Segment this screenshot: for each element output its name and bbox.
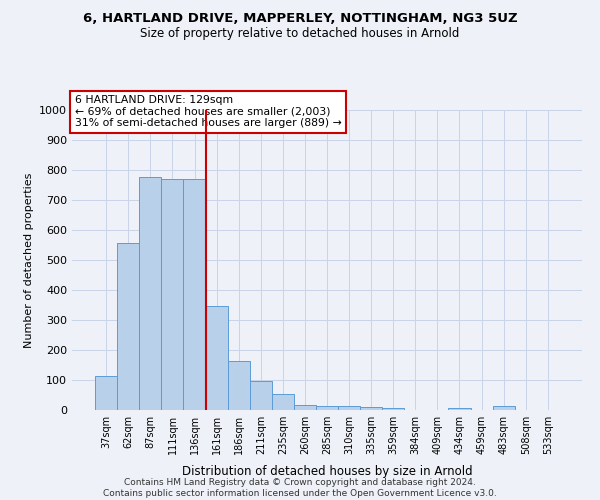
Bar	[184, 180, 206, 410]
Bar	[227, 361, 250, 410]
Text: Size of property relative to detached houses in Arnold: Size of property relative to detached ho…	[140, 28, 460, 40]
Bar	[117, 243, 139, 410]
Text: Contains HM Land Registry data © Crown copyright and database right 2024.
Contai: Contains HM Land Registry data © Crown c…	[103, 478, 497, 498]
Bar	[206, 306, 227, 410]
X-axis label: Distribution of detached houses by size in Arnold: Distribution of detached houses by size …	[182, 466, 472, 478]
Bar	[250, 381, 272, 410]
Bar	[316, 406, 338, 410]
Bar	[448, 408, 470, 410]
Bar	[382, 408, 404, 410]
Bar	[360, 408, 382, 410]
Bar	[161, 179, 184, 410]
Bar	[493, 406, 515, 410]
Bar	[294, 404, 316, 410]
Bar	[272, 394, 294, 410]
Text: 6, HARTLAND DRIVE, MAPPERLEY, NOTTINGHAM, NG3 5UZ: 6, HARTLAND DRIVE, MAPPERLEY, NOTTINGHAM…	[83, 12, 517, 26]
Bar	[338, 406, 360, 410]
Bar	[95, 376, 117, 410]
Text: 6 HARTLAND DRIVE: 129sqm
← 69% of detached houses are smaller (2,003)
31% of sem: 6 HARTLAND DRIVE: 129sqm ← 69% of detach…	[74, 95, 341, 128]
Y-axis label: Number of detached properties: Number of detached properties	[23, 172, 34, 348]
Bar	[139, 176, 161, 410]
